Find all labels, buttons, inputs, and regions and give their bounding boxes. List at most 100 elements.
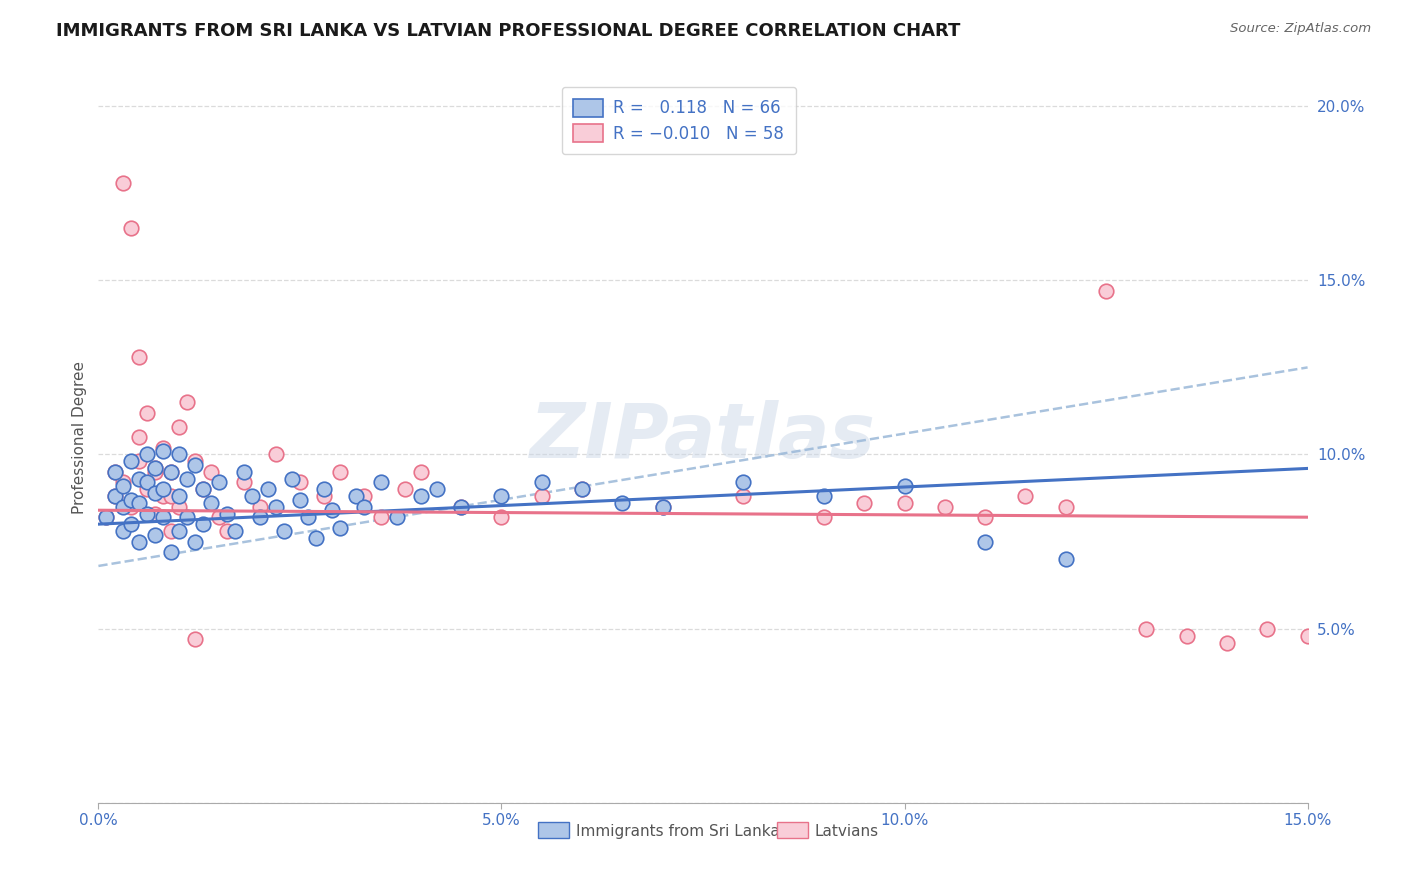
Point [651,500,673,514]
Point [128,472,150,486]
Point [344,489,367,503]
Point [893,496,915,510]
Point [176,395,198,409]
Point [128,534,150,549]
Point [152,444,174,458]
Point [232,475,254,490]
Point [120,517,142,532]
Point [305,531,328,545]
Point [224,524,246,538]
Text: Immigrants from Sri Lanka: Immigrants from Sri Lanka [576,824,779,838]
Point [288,475,311,490]
Point [264,448,287,462]
Point [193,483,215,497]
Point [1095,284,1118,298]
Point [200,496,222,510]
Point [314,483,336,497]
Point [167,489,190,503]
Point [530,489,553,503]
Point [256,483,278,497]
Point [128,496,150,510]
Point [288,492,311,507]
Point [111,500,134,514]
Point [111,475,134,490]
Point [184,632,207,646]
Point [143,485,166,500]
Text: Source: ZipAtlas.com: Source: ZipAtlas.com [1230,22,1371,36]
Point [314,489,336,503]
Point [160,489,183,503]
Point [409,465,432,479]
Point [893,479,915,493]
Point [152,441,174,455]
Point [103,489,125,503]
Point [96,510,118,524]
Point [273,524,295,538]
Point [612,496,634,510]
Point [450,500,472,514]
Point [120,454,142,468]
Point [143,527,166,541]
Point [571,483,593,497]
Point [135,483,157,497]
Point [143,461,166,475]
Point [160,545,183,559]
Point [491,510,513,524]
Point [733,489,755,503]
Point [1054,500,1077,514]
Point [249,510,271,524]
Point [208,475,231,490]
Legend: R =   0.118   N = 66, R = −0.010   N = 58: R = 0.118 N = 66, R = −0.010 N = 58 [562,87,796,154]
Point [184,534,207,549]
Point [135,406,157,420]
Point [128,430,150,444]
Point [264,500,287,514]
Point [176,510,198,524]
Point [120,492,142,507]
Point [160,465,183,479]
Point [167,500,190,514]
Point [120,221,142,235]
Point [1216,635,1239,649]
Point [152,510,174,524]
Point [426,483,449,497]
Point [184,458,207,472]
Point [409,489,432,503]
Point [974,534,997,549]
Point [217,524,239,538]
Y-axis label: Professional Degree: Professional Degree [72,360,87,514]
Point [853,496,876,510]
Point [176,472,198,486]
Point [103,465,125,479]
Point [651,500,673,514]
Point [329,465,352,479]
Point [813,510,835,524]
Point [152,483,174,497]
Point [128,350,150,364]
Point [249,500,271,514]
Point [120,500,142,514]
Point [491,489,513,503]
Point [128,454,150,468]
Point [240,489,263,503]
Point [103,489,125,503]
Text: Latvians: Latvians [815,824,879,838]
Point [135,475,157,490]
Point [1014,489,1036,503]
Point [281,472,304,486]
Point [135,507,157,521]
Point [200,465,222,479]
Point [103,465,125,479]
Point [934,500,956,514]
Text: ZIPatlas: ZIPatlas [530,401,876,474]
Point [1296,629,1319,643]
Point [111,524,134,538]
Point [96,510,118,524]
Point [193,483,215,497]
Point [353,489,375,503]
Point [160,465,183,479]
Point [184,454,207,468]
Point [1256,622,1278,636]
Point [167,419,190,434]
Point [135,448,157,462]
